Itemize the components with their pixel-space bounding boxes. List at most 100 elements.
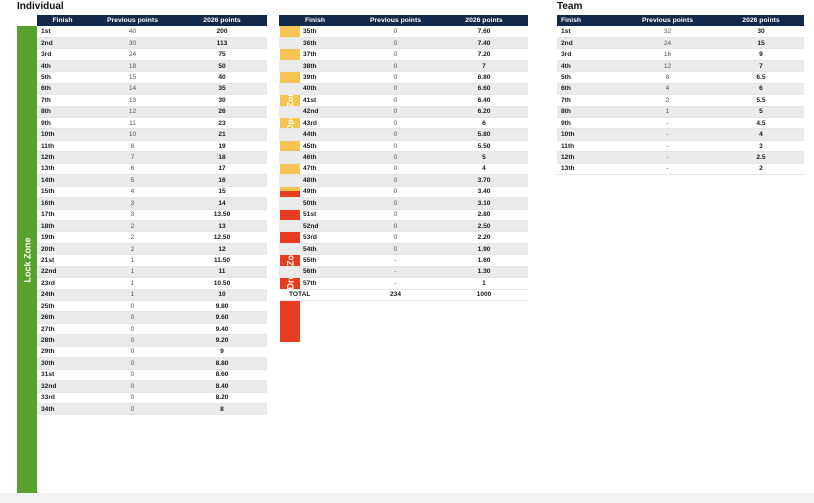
previous-points-cell: 14 <box>88 83 177 96</box>
table-row: 13th 6 17 <box>37 163 267 176</box>
previous-points-cell: 0 <box>88 300 177 313</box>
finish-cell: 24th <box>37 289 88 302</box>
finish-cell: 49th <box>279 186 351 199</box>
new-points-cell: 50 <box>177 60 267 73</box>
table-row: 26th 0 9.60 <box>37 311 267 324</box>
previous-points-cell: - <box>617 128 718 141</box>
finish-cell: 51st <box>279 209 351 221</box>
header-row: Finish Previous points 2026 points <box>557 15 804 26</box>
new-points-cell: 10.50 <box>177 277 267 290</box>
new-points-cell: 15 <box>718 37 804 50</box>
finish-cell: 4th <box>557 60 617 73</box>
new-points-cell: 11.50 <box>177 254 267 267</box>
table-row: 5th 15 40 <box>37 71 267 84</box>
previous-points-cell: 0 <box>88 369 177 382</box>
new-points-cell: 6.20 <box>440 106 528 119</box>
table-row: 23rd 1 10.50 <box>37 277 267 290</box>
finish-cell: 31st <box>37 369 88 382</box>
new-points-cell: 2.20 <box>440 231 528 244</box>
previous-points-cell: 0 <box>351 94 440 107</box>
new-points-cell: 6.5 <box>718 71 804 84</box>
table-row: 2nd 30 113 <box>37 37 267 50</box>
new-points-cell: 200 <box>177 26 267 38</box>
previous-points-cell: 0 <box>351 163 440 176</box>
finish-cell: 34th <box>37 403 88 416</box>
finish-cell: 10th <box>37 128 88 141</box>
team-title: Team <box>557 1 583 12</box>
table-row: 9th 11 23 <box>37 117 267 130</box>
individual-title: Individual <box>17 1 64 12</box>
previous-points-cell: 24 <box>617 37 718 50</box>
table-row: 45th 0 5.50 <box>279 140 528 153</box>
finish-cell: 27th <box>37 323 88 336</box>
new-points-cell: 6.40 <box>440 94 528 107</box>
table-row: 12th 7 18 <box>37 151 267 164</box>
previous-points-cell: 15 <box>88 71 177 84</box>
previous-points-cell: 1 <box>88 266 177 279</box>
previous-points-cell: 1 <box>88 277 177 290</box>
finish-cell: 20th <box>37 243 88 256</box>
finish-cell: 7th <box>37 94 88 107</box>
finish-cell: 2nd <box>37 37 88 50</box>
table-row: 48th 0 3.70 <box>279 174 528 187</box>
previous-points-cell: 0 <box>351 83 440 96</box>
new-points-cell: 3.70 <box>440 174 528 187</box>
finish-cell: 13th <box>37 163 88 176</box>
finish-cell: 21st <box>37 254 88 267</box>
previous-points-cell: 10 <box>88 128 177 141</box>
finish-cell: 53rd <box>279 231 351 244</box>
previous-points-cell: - <box>617 140 718 153</box>
new-points-cell: 11 <box>177 266 267 279</box>
finish-cell: 52nd <box>279 220 351 233</box>
finish-cell: 33rd <box>37 392 88 404</box>
total-label: TOTAL <box>279 288 351 302</box>
previous-points-cell: 0 <box>88 380 177 393</box>
previous-points-cell: 0 <box>351 174 440 187</box>
new-points-cell: 7.20 <box>440 48 528 61</box>
new-points-cell: 6.80 <box>440 71 528 84</box>
finish-cell: 35th <box>279 26 351 38</box>
table-row: 14th 5 16 <box>37 174 267 187</box>
finish-cell: 13th <box>557 163 617 176</box>
table-row: 8th 1 5 <box>557 106 804 119</box>
finish-cell: 12th <box>37 151 88 164</box>
table-row: 2nd 24 15 <box>557 37 804 50</box>
table-row: 36th 0 7.40 <box>279 37 528 50</box>
table-row: 18th 2 13 <box>37 220 267 233</box>
new-points-cell: 3.10 <box>440 197 528 210</box>
previous-points-cell: 0 <box>88 323 177 336</box>
finish-cell: 36th <box>279 37 351 50</box>
previous-points-cell: - <box>351 254 440 267</box>
finish-cell: 8th <box>557 106 617 119</box>
previous-points-cell: 16 <box>617 48 718 61</box>
table-row: 46th 0 5 <box>279 151 528 164</box>
table-row: 21st 1 11.50 <box>37 254 267 267</box>
table-row: 43rd 0 6 <box>279 117 528 130</box>
previous-points-cell: 12 <box>617 60 718 73</box>
new-points-cell: 4.5 <box>718 117 804 130</box>
finish-cell: 6th <box>557 83 617 96</box>
finish-cell: 12th <box>557 151 617 164</box>
new-points-cell: 9 <box>718 48 804 61</box>
table-row: 6th 4 6 <box>557 83 804 96</box>
new-points-cell: 7.40 <box>440 37 528 50</box>
previous-points-cell: 3 <box>88 197 177 210</box>
finish-cell: 25th <box>37 300 88 313</box>
previous-points-cell: 5 <box>88 174 177 187</box>
finish-cell: 54th <box>279 243 351 256</box>
finish-cell: 47th <box>279 163 351 176</box>
total-previous: 234 <box>351 288 440 302</box>
previous-points-cell: 2 <box>617 94 718 107</box>
previous-points-cell: 0 <box>351 197 440 210</box>
finish-cell: 43rd <box>279 117 351 130</box>
table-row: 54th 0 1.90 <box>279 243 528 256</box>
previous-points-cell: 2 <box>88 231 177 244</box>
table-row: 1st 40 200 <box>37 26 267 38</box>
table-row: 11th 8 19 <box>37 140 267 153</box>
new-points-cell: 5 <box>440 151 528 164</box>
previous-points-cell: - <box>351 266 440 279</box>
new-points-cell: 6.60 <box>440 83 528 96</box>
table-row: 37th 0 7.20 <box>279 48 528 61</box>
previous-points-cell: 0 <box>351 71 440 84</box>
table-row: 49th 0 3.40 <box>279 186 528 199</box>
